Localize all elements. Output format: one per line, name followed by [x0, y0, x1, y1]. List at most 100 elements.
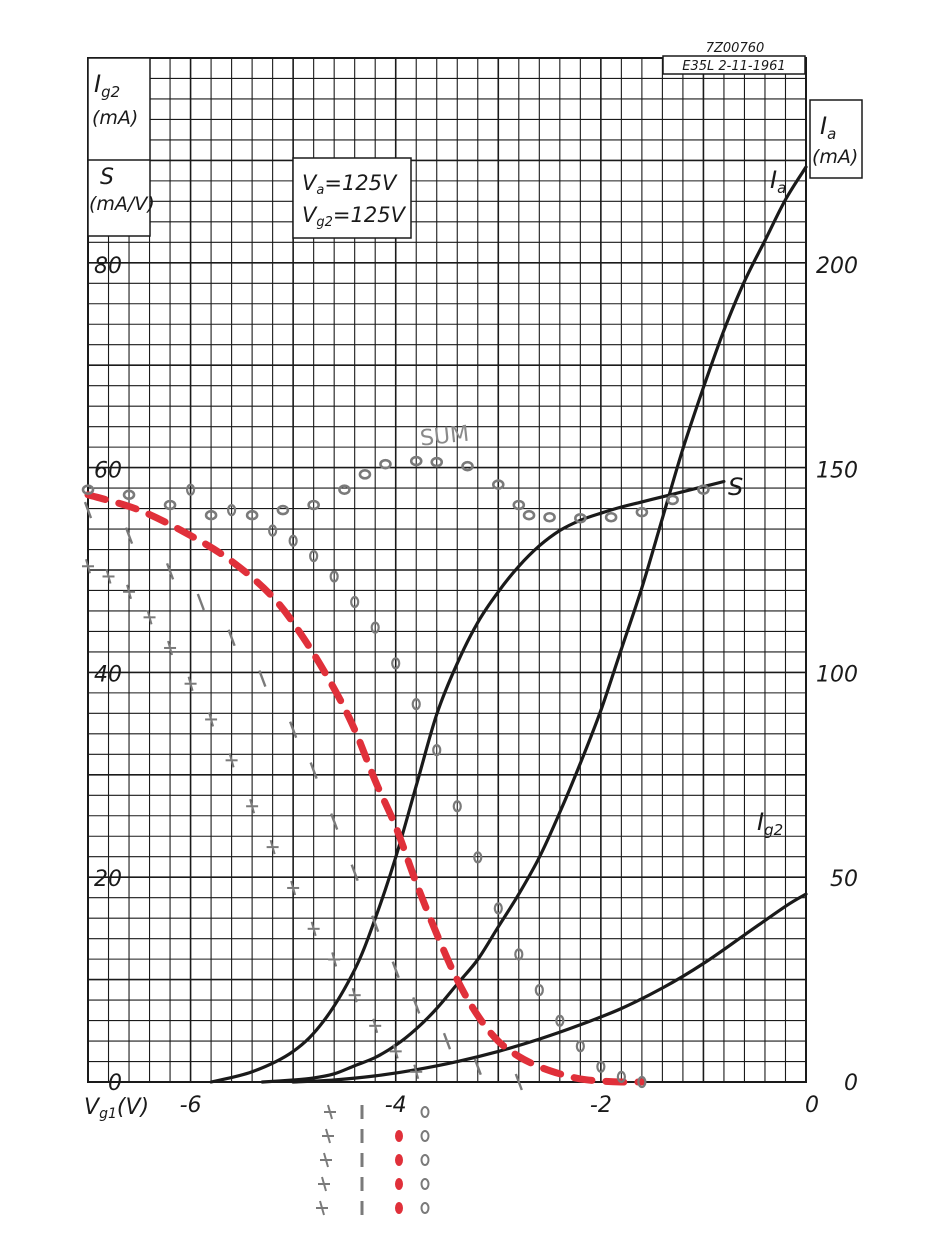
- left-axis-upper-label: Ig2: [94, 70, 120, 101]
- gray-dash-point: [412, 996, 421, 1014]
- legend-o-marker: [420, 1154, 430, 1166]
- gray-x-point: [269, 839, 276, 855]
- right-tick-label: 0: [844, 1071, 858, 1096]
- sum-point: [430, 456, 444, 468]
- sum-point: [697, 484, 710, 495]
- ia-curve-label: Ia: [770, 166, 786, 197]
- right-axis-unit: (mA): [812, 146, 858, 168]
- left-tick-label: 60: [94, 458, 122, 483]
- sum-point: [358, 469, 372, 480]
- gray-x-point: [372, 1018, 379, 1034]
- gray-o-point: [575, 1040, 585, 1053]
- gray-dash-point: [442, 1032, 452, 1050]
- gray-o-point: [432, 743, 442, 757]
- gray-dash-point: [124, 527, 134, 545]
- gray-dash-point: [83, 501, 93, 519]
- right-tick-label: 50: [830, 867, 858, 892]
- left-tick-label: 0: [108, 1071, 122, 1096]
- gray-o-point: [555, 1014, 565, 1027]
- gray-o-point: [227, 504, 237, 517]
- gray-o-point: [391, 657, 401, 670]
- gray-dash-point: [514, 1073, 523, 1091]
- x-tick-label: -2: [590, 1093, 612, 1118]
- left-axis-lower-unit: (mA/V): [89, 193, 155, 215]
- right-tick-label: 150: [816, 458, 858, 483]
- gray-x-point: [290, 880, 297, 896]
- left-axis-lower-label: S: [100, 165, 114, 190]
- sum-point: [204, 509, 218, 521]
- gray-x-point: [105, 569, 112, 584]
- stamp-box: [662, 55, 806, 75]
- gray-dash-point: [371, 915, 380, 933]
- s-curve-label: S: [728, 473, 743, 501]
- condition-va: Va=125V: [302, 171, 398, 198]
- left-axis-label-box: [87, 57, 151, 237]
- legend-o-marker: [420, 1202, 430, 1214]
- grid: [87, 57, 807, 1083]
- gray-dash-point: [473, 1058, 482, 1076]
- sum-point: [409, 455, 423, 467]
- gray-o-point: [370, 621, 380, 634]
- sum-point: [491, 479, 505, 490]
- legend-x-marker: [327, 1104, 333, 1120]
- right-tick-label: 200: [816, 254, 858, 279]
- gray-x-point: [249, 798, 256, 814]
- x-axis-label: Vg1(V): [84, 1095, 149, 1122]
- gray-x-point: [351, 987, 358, 1003]
- x-tick-label: -4: [385, 1093, 407, 1118]
- sum-point: [245, 509, 259, 521]
- sum-point: [81, 484, 95, 495]
- gray-dash-point: [309, 762, 318, 779]
- x-tick-label: 0: [805, 1093, 819, 1118]
- marker-legend: [316, 1104, 430, 1216]
- gray-o-point: [185, 483, 196, 496]
- gray-x-point: [187, 676, 194, 691]
- conditions-box: [292, 157, 412, 239]
- gray-o-point: [452, 800, 462, 813]
- left-axis-upper-unit: (mA): [92, 107, 138, 129]
- gray-o-point: [637, 1075, 647, 1089]
- gray-x-point: [228, 753, 235, 768]
- sum-point: [543, 511, 556, 523]
- x-tick-label: -6: [180, 1093, 202, 1118]
- right-axis-label-box: [809, 99, 863, 179]
- sum-point: [666, 494, 679, 506]
- right-tick-label: 100: [816, 663, 858, 688]
- sum-point: [307, 499, 320, 511]
- gray-dash-point: [227, 629, 236, 647]
- legend-o-marker: [420, 1130, 430, 1142]
- sum-point: [163, 499, 177, 511]
- gray-x-point: [392, 1044, 399, 1059]
- series-line-ia: [260, 165, 808, 1084]
- gray-x-point: [331, 952, 338, 967]
- gray-x-point: [208, 712, 215, 727]
- legend-red-marker: [395, 1130, 403, 1142]
- sum-point: [604, 511, 618, 523]
- sum-point: [635, 506, 649, 518]
- plot-frame: [87, 57, 807, 1083]
- gray-o-point: [493, 902, 503, 915]
- right-axis-label: Ia: [820, 112, 836, 143]
- series-line-s: [209, 479, 726, 1084]
- gray-x-point: [167, 640, 174, 656]
- sum-point: [379, 458, 392, 470]
- sum-point: [461, 460, 474, 472]
- sum-point: [122, 489, 136, 501]
- legend-red-marker: [395, 1202, 403, 1214]
- left-tick-label: 20: [94, 867, 122, 892]
- gray-x-point: [146, 610, 153, 625]
- gray-dash-point: [165, 562, 175, 580]
- drawing-number: 7Z00760: [706, 41, 765, 56]
- gray-o-point: [309, 549, 319, 563]
- sum-point: [512, 499, 526, 511]
- ig2-curve-label: Ig2: [757, 808, 783, 839]
- gray-dash-point: [391, 961, 400, 979]
- gray-o-point: [329, 570, 339, 583]
- gray-x-point: [85, 558, 91, 574]
- gray-dash-point: [330, 813, 339, 831]
- legend-x-marker: [325, 1128, 331, 1144]
- gray-o-point: [411, 698, 421, 711]
- gray-o-point: [616, 1070, 626, 1083]
- tick-labels: 0 20 40 60 80 0 50 100 150 200 -6 -4 -2 0: [94, 254, 858, 1118]
